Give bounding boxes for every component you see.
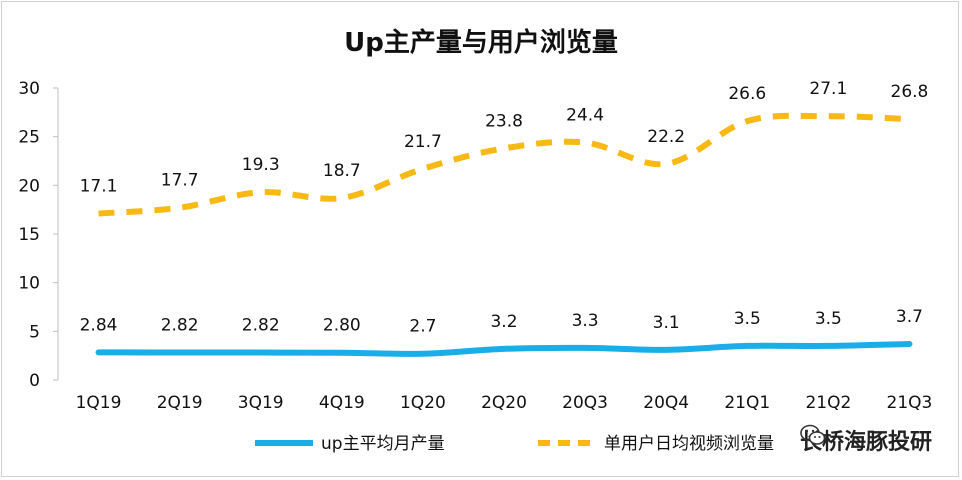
data-label: 19.3: [242, 155, 280, 175]
data-label: 3.1: [653, 313, 680, 333]
data-label: 21.7: [404, 132, 442, 152]
chart-title: Up主产量与用户浏览量: [344, 28, 618, 58]
data-label: 23.8: [485, 111, 523, 131]
data-label: 17.1: [80, 177, 118, 197]
data-label: 2.84: [80, 315, 118, 335]
x-tick-label: 20Q3: [562, 393, 608, 413]
data-label: 2.82: [242, 316, 280, 336]
y-tick-label: 30: [18, 79, 40, 99]
data-label: 3.7: [896, 307, 923, 327]
y-tick-label: 0: [29, 371, 40, 391]
data-label: 2.82: [161, 316, 199, 336]
legend-label-1: up主平均月产量: [321, 434, 445, 454]
watermark: 长桥海豚投研: [800, 424, 932, 456]
data-label: 3.2: [490, 312, 517, 332]
x-tick-label: 2Q19: [157, 393, 203, 413]
data-label: 3.3: [572, 311, 599, 331]
wechat-icon: [800, 424, 826, 445]
x-tick-label: 21Q3: [887, 393, 933, 413]
x-tick-label: 20Q4: [643, 393, 689, 413]
x-tick-label: 4Q19: [319, 393, 365, 413]
data-label: 2.80: [323, 316, 361, 336]
y-tick-label: 10: [18, 274, 40, 294]
x-tick-label: 1Q19: [76, 393, 122, 413]
x-tick-label: 1Q20: [400, 393, 446, 413]
y-tick-label: 25: [18, 128, 40, 148]
x-tick-label: 2Q20: [481, 393, 527, 413]
x-tick-label: 21Q2: [805, 393, 851, 413]
data-label: 17.7: [161, 171, 199, 191]
y-tick-label: 20: [18, 176, 40, 196]
x-tick-label: 21Q1: [724, 393, 770, 413]
data-label: 2.7: [409, 317, 436, 337]
data-label: 3.5: [815, 309, 842, 329]
data-label: 24.4: [566, 106, 604, 126]
data-label: 18.7: [323, 161, 361, 181]
legend-label-2: 单用户日均视频浏览量: [604, 434, 774, 454]
x-tick-label: 3Q19: [238, 393, 284, 413]
y-tick-label: 15: [18, 225, 40, 245]
data-label: 22.2: [647, 127, 685, 147]
data-label: 26.8: [891, 82, 929, 102]
data-label: 27.1: [809, 79, 847, 99]
y-tick-label: 5: [29, 322, 40, 342]
data-label: 3.5: [734, 309, 761, 329]
data-label: 26.6: [728, 84, 766, 104]
